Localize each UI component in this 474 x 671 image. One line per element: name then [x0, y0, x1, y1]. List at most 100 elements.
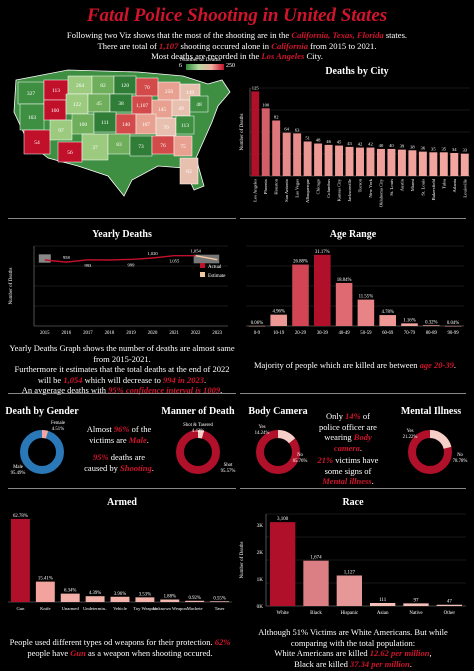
tick-label: 2021 — [169, 331, 179, 336]
data-label: 31.17% — [315, 250, 330, 255]
manner-text: 95% deaths are caused by Shooting. — [84, 452, 154, 473]
map-state — [173, 135, 193, 157]
legend-label: Actual — [208, 265, 222, 270]
donut-slice — [176, 430, 220, 474]
donut-pct: 95.49% — [11, 471, 26, 476]
map-state-label: 97 — [58, 128, 64, 134]
y-tick-label: 3K — [257, 523, 264, 529]
tick-label: 30-39 — [317, 331, 329, 336]
map-state-label: 70 — [144, 85, 150, 91]
bar — [397, 149, 406, 176]
map-state-labels: 327 113 264 82 120 70 256 149 163 160 122 45 38 1,107… — [27, 83, 202, 175]
age-chart: 0.06% 0-9 4.96% 10-19 26.88% 20-29 31.17% 30-39… — [246, 245, 464, 336]
map-state-label: 75 — [180, 144, 186, 150]
map-state-label: 54 — [34, 140, 40, 146]
tick-label: 70-79 — [404, 331, 416, 336]
tick-label: Jacksonville — [347, 179, 352, 202]
donut-slice — [20, 430, 64, 474]
tick-label: Tucson — [358, 178, 363, 192]
bar — [429, 152, 438, 176]
donut-slice — [176, 430, 220, 474]
bar — [35, 581, 55, 602]
confidence-band — [38, 254, 51, 263]
data-label: 1,020 — [147, 251, 158, 257]
donut-label: No — [457, 453, 463, 458]
bar — [210, 601, 230, 602]
map-state-label: 122 — [73, 102, 82, 108]
bar — [272, 120, 281, 176]
data-label: 0.06% — [251, 321, 263, 326]
bar — [436, 604, 462, 606]
bar — [335, 145, 344, 176]
data-label: 958 — [63, 255, 71, 260]
bar — [248, 325, 266, 327]
map-state-label: 107 — [142, 122, 151, 128]
tick-label: Machete — [187, 606, 203, 611]
tick-label: Hispanic — [340, 611, 359, 616]
data-label: 0.32% — [425, 320, 437, 325]
manner-title: Manner of Death — [161, 406, 235, 417]
bar — [282, 132, 291, 176]
map-states — [13, 69, 231, 197]
tick-label: Oklahoma City — [378, 178, 383, 207]
gender-text: Almost 96% of the victims are Male. — [86, 424, 152, 445]
tick-label: Black — [310, 611, 322, 616]
tick-label: Native — [409, 611, 423, 616]
map-state-label: 145 — [158, 107, 167, 113]
y-tick-label: 0K — [257, 604, 264, 610]
data-label: 42 — [358, 142, 363, 147]
tick-label: Kansas City — [337, 178, 342, 201]
map-state — [189, 95, 209, 113]
y-tick-label: 2K — [257, 550, 264, 556]
data-label: 4.39% — [89, 591, 101, 596]
donut-pct: 78.78% — [453, 459, 468, 464]
tick-label: 90-99 — [447, 331, 459, 336]
data-label: 111 — [379, 598, 387, 603]
bar — [370, 602, 396, 606]
data-label: 33 — [462, 148, 467, 153]
map-state-label: 76 — [160, 143, 166, 149]
tick-label: Tulsa — [441, 179, 446, 189]
tick-label: 0-9 — [254, 331, 261, 336]
us-map[interactable]: 327 113 264 82 120 70 256 149 163 160 122 45 38 1,107… — [8, 62, 234, 202]
map-state-label: 264 — [76, 83, 85, 89]
city-chart-title: Deaths by City — [325, 66, 389, 77]
bar — [403, 603, 429, 606]
map-state-label: 149 — [186, 90, 195, 96]
camera-title: Body Camera — [248, 406, 308, 417]
donut-label: No — [297, 453, 303, 458]
tick-label: Albuquerque — [305, 179, 310, 203]
tick-label: Vehicle — [113, 606, 127, 611]
tick-label: Gun — [16, 606, 25, 611]
bar — [444, 325, 462, 327]
data-label: 100 — [262, 102, 270, 107]
data-label: 40 — [379, 143, 384, 148]
y-axis-label: Number of Deaths — [9, 267, 14, 304]
city-chart: 125 Los Angeles 100 Phoenix 82 Houston 64 San A… — [240, 85, 470, 207]
map-state-label: 83 — [116, 142, 122, 148]
yearly-chart-title: Yearly Deaths — [92, 229, 152, 240]
data-label: 51 — [305, 135, 310, 140]
race-chart: 3,100 White 1,674 Black 1,127 Hispanic 111 Asia… — [240, 513, 466, 616]
confidence-band — [193, 254, 220, 264]
data-label: 45 — [337, 140, 342, 145]
data-label: 11.55% — [359, 295, 374, 300]
bar — [356, 147, 364, 176]
data-label: 0.92% — [188, 596, 200, 601]
mental-text: 21% victims have some signs of Mental il… — [317, 455, 379, 486]
data-label: 1,055 — [169, 259, 180, 265]
map-legend-title: Number of Deaths — [180, 57, 221, 63]
legend-swatch — [200, 272, 205, 277]
bar — [401, 323, 418, 326]
bar — [293, 133, 302, 176]
data-label: 39 — [400, 144, 405, 149]
tick-label: 2019 — [126, 331, 136, 336]
map-state-label: 73 — [138, 144, 144, 150]
data-label: 999 — [128, 262, 136, 267]
donut-label: Shot — [224, 463, 233, 468]
tick-label: Phoenix — [263, 178, 268, 194]
bar — [345, 146, 354, 176]
bar — [251, 91, 260, 176]
bar — [314, 254, 331, 326]
